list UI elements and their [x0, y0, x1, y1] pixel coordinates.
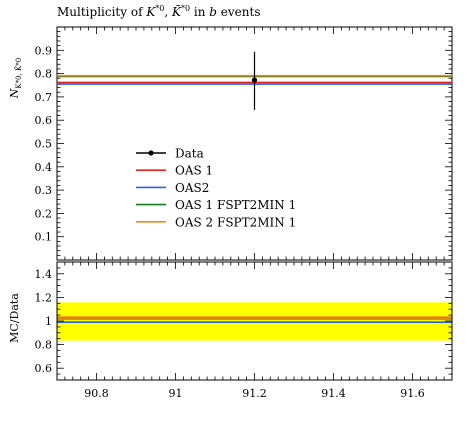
y-tick-label: 0.2	[35, 207, 53, 220]
legend: Data OAS 1 OAS2 OAS 1 FSPT2MIN 1 OAS 2 FSPT2…	[136, 147, 296, 229]
ratio-y-tick-label: 0.6	[35, 362, 53, 375]
y-tick-label: 0.7	[35, 91, 53, 104]
title-part: *0	[181, 4, 190, 13]
legend-label: OAS 1	[175, 164, 213, 178]
x-tick-label: 91.2	[242, 387, 267, 400]
x-tick-label: 90.8	[84, 387, 109, 400]
ylabel-symbol: N	[8, 88, 21, 99]
y-tick-label: 0.3	[35, 184, 53, 197]
ratio-y-tick-label: 1.4	[35, 268, 53, 281]
ratio-panel: 0.6 0.8 1 1.2 1.4 90.8 91 91.2 91.4 91.6	[35, 261, 453, 400]
main-y-axis-label: NK*0, K̄*0	[8, 58, 23, 99]
title-part: K̄	[171, 4, 182, 19]
ratio-y-tick-label: 1.2	[35, 291, 53, 304]
x-tick-label: 91	[169, 387, 183, 400]
data-point	[251, 77, 258, 83]
legend-label: OAS 2 FSPT2MIN 1	[175, 215, 296, 229]
title-part: in	[190, 5, 209, 19]
y-tick-label: 0.4	[35, 161, 53, 174]
x-tick-label: 91.4	[321, 387, 346, 400]
ratio-y-axis-label: MC/Data	[8, 293, 21, 343]
y-tick-label: 0.8	[35, 68, 53, 81]
y-tick-label: 0.1	[35, 231, 53, 244]
ratio-y-tick-label: 1	[45, 315, 52, 328]
title-part: K	[145, 5, 156, 19]
main-panel: 0.1 0.2 0.3 0.4 0.5 0.6 0.7 0.8 0.9	[35, 26, 453, 261]
title-part: *0	[155, 4, 164, 13]
ylabel-subscript: K*0, K̄*0	[14, 58, 23, 89]
legend-marker	[148, 150, 154, 156]
legend-label: OAS 1 FSPT2MIN 1	[175, 198, 296, 212]
y-tick-label: 0.5	[35, 138, 53, 151]
legend-label: OAS2	[175, 181, 209, 195]
title-part: Multiplicity of	[57, 5, 146, 19]
ratio-y-tick-label: 0.8	[35, 339, 53, 352]
title-part: ,	[164, 5, 172, 19]
title-part: b	[209, 5, 217, 19]
x-tick-label: 91.6	[400, 387, 425, 400]
title-part: events	[217, 5, 261, 19]
legend-label: Data	[175, 147, 204, 161]
y-tick-label: 0.9	[35, 44, 53, 57]
y-tick-label: 0.6	[35, 114, 53, 127]
chart-title: Multiplicity of K*0, K̄*0 in b events	[57, 4, 261, 19]
